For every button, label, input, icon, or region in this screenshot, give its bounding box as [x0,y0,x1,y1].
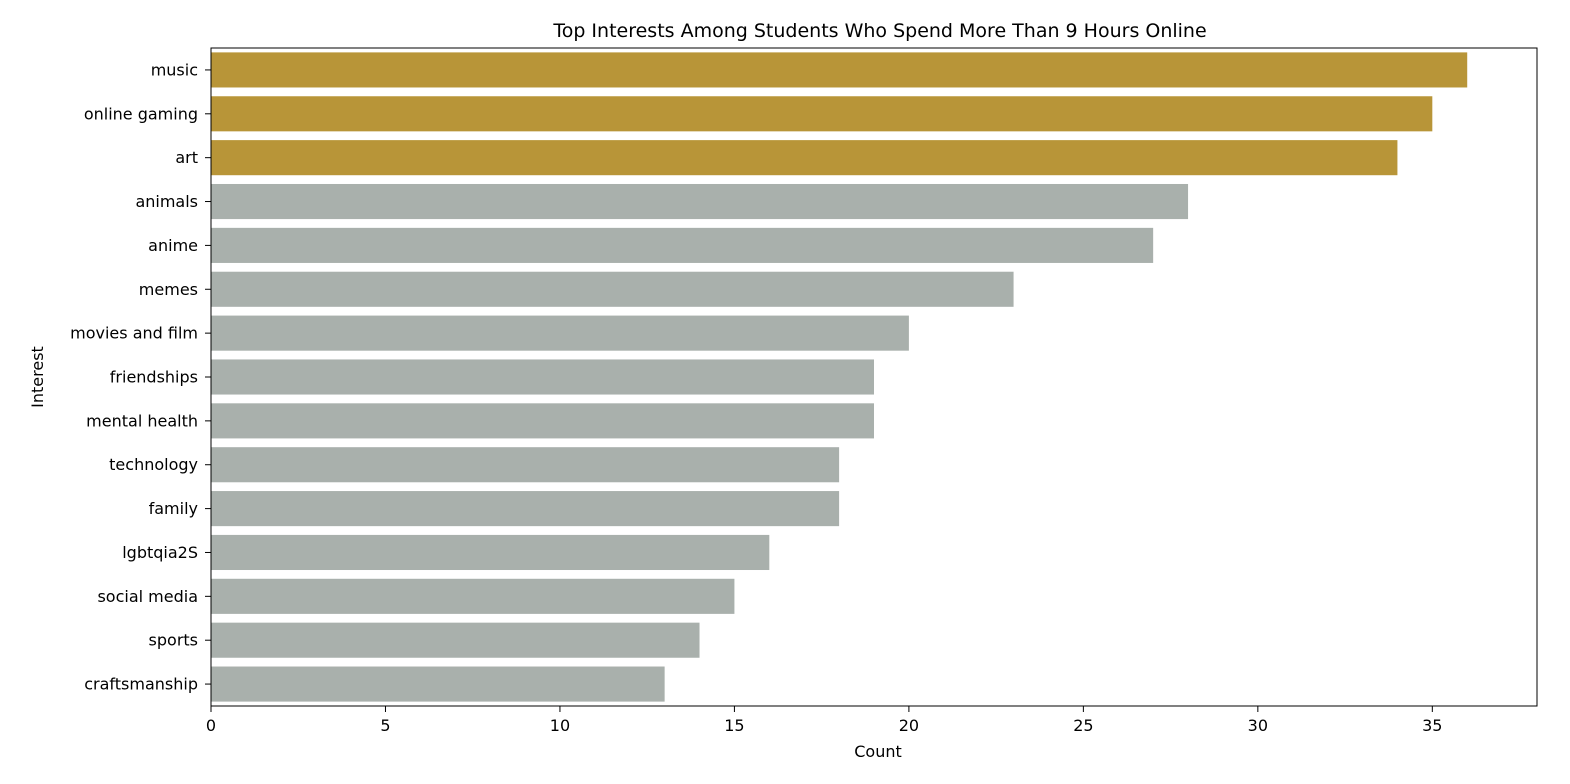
y-tick-label: online gaming [84,104,198,123]
bar-memes [211,271,1014,307]
y-tick-label: sports [149,631,198,650]
bar-anime [211,227,1154,263]
y-tick-label: mental health [86,411,198,430]
x-tick-label: 15 [724,716,744,735]
bar-technology [211,447,840,483]
y-axis-label: Interest [28,346,47,408]
y-tick-label: technology [109,455,198,474]
bar-mental-health [211,403,874,439]
y-tick-label: family [149,499,198,518]
x-tick-label: 5 [380,716,390,735]
bar-lgbtqia2s [211,534,770,571]
bar-social-media [211,578,735,614]
x-axis-label: Count [854,742,902,761]
y-tick-label: movies and film [70,324,198,343]
x-tick-label: 25 [1073,716,1093,735]
y-tick-label: lgbtqia2S [122,543,198,562]
y-tick-label: anime [148,236,198,255]
x-tick-label: 20 [899,716,919,735]
chart-title: Top Interests Among Students Who Spend M… [552,20,1206,42]
bar-animals [211,183,1189,220]
y-axis-ticks: music online gaming art animals anime memes mo… [70,60,211,694]
bar-craftsmanship [211,666,665,702]
bar-family [211,491,840,527]
bars-group [211,52,1468,702]
bar-friendships [211,359,874,395]
y-tick-label: friendships [110,368,198,387]
x-axis-ticks: 0 5 10 15 20 25 30 35 [206,706,1442,735]
y-tick-label: art [175,148,198,167]
x-tick-label: 0 [206,716,216,735]
y-tick-label: animals [135,192,198,211]
y-tick-label: memes [139,280,198,299]
x-tick-label: 30 [1248,716,1268,735]
y-tick-label: social media [97,587,198,606]
x-tick-label: 10 [550,716,570,735]
bar-movies-and-film [211,315,909,351]
y-tick-label: music [151,60,198,79]
x-tick-label: 35 [1422,716,1442,735]
bar-music [211,52,1468,88]
bar-online-gaming [211,96,1433,132]
y-tick-label: craftsmanship [84,675,198,694]
bar-art [211,140,1398,176]
bar-sports [211,622,700,658]
